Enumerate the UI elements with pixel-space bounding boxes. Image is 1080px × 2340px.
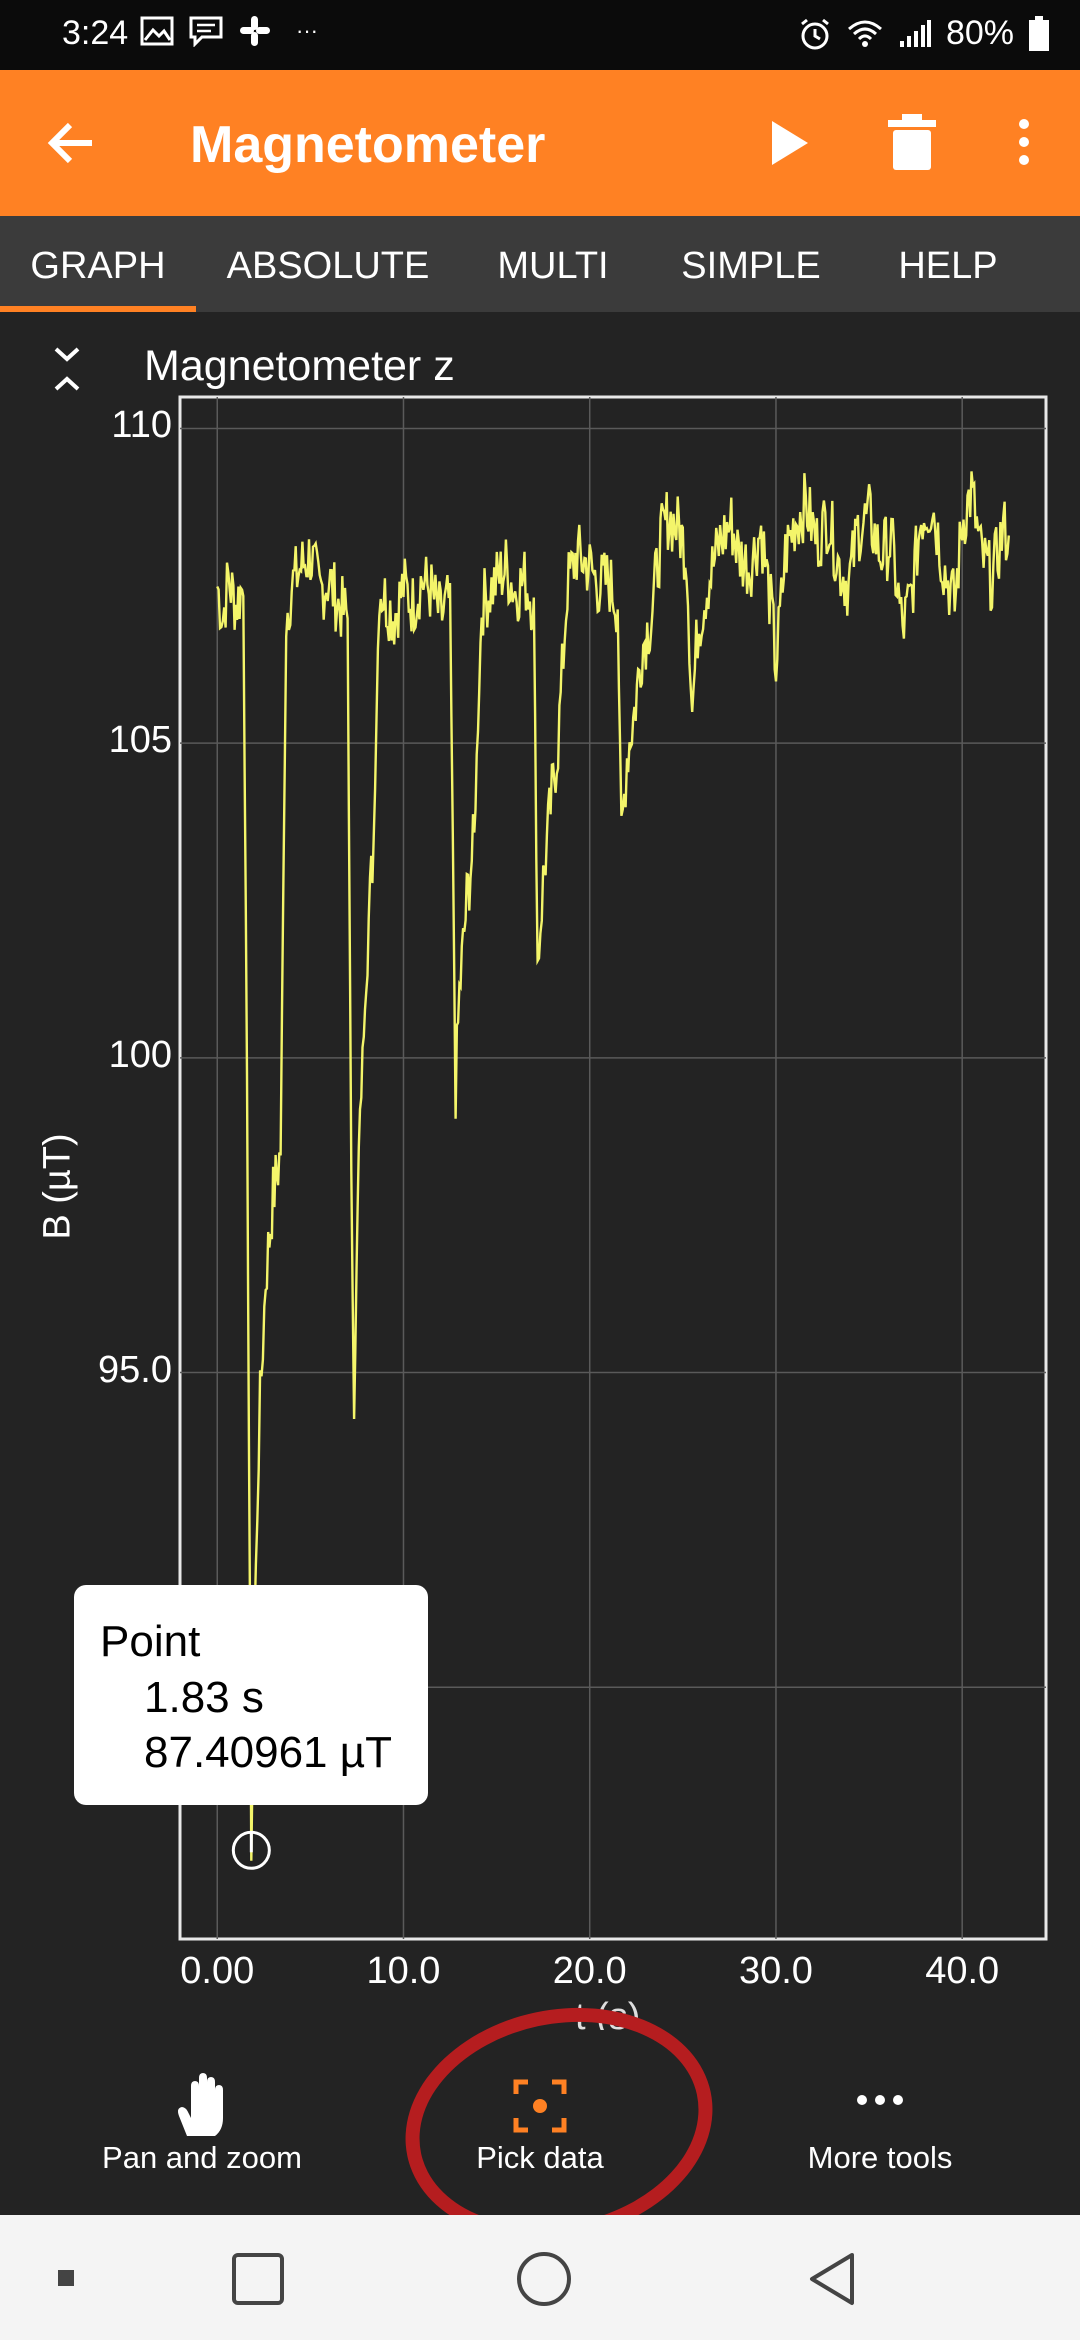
tooltip-time: 1.83 s [144, 1673, 264, 1722]
tab-help[interactable]: HELP [880, 216, 1016, 312]
tab-absolute[interactable]: ABSOLUTE [212, 216, 444, 312]
x-tick-label: 20.0 [552, 1950, 627, 1992]
pick-data-button[interactable]: Pick data [420, 2030, 660, 2215]
status-right-icons: 80% [798, 14, 1050, 53]
tab-label: GRAPH [30, 245, 166, 287]
status-bar: 3:24 ··· [0, 0, 1080, 70]
status-overflow: ··· [296, 18, 318, 43]
home-circle-icon[interactable] [514, 2249, 574, 2309]
battery-percent: 80% [945, 14, 1014, 52]
x-tick-label: 40.0 [925, 1950, 1000, 1992]
alarm-icon [801, 18, 829, 49]
data-series-line [216, 471, 1010, 1861]
y-tick-label: 110 [111, 404, 172, 447]
overview-square-icon[interactable] [230, 2251, 286, 2307]
wifi-icon [847, 20, 882, 47]
x-tick-label: 0.00 [180, 1950, 255, 1992]
y-axis-label: B (µT) [36, 1133, 79, 1240]
app-bar: Magnetometer [0, 70, 1080, 216]
battery-icon [1029, 15, 1049, 51]
x-tick-label: 30.0 [738, 1950, 813, 1992]
hand-icon [178, 2073, 223, 2136]
tab-label: MULTI [497, 245, 609, 287]
y-tick-label: 95.0 [98, 1348, 172, 1391]
plot-frame [178, 395, 1048, 1941]
tooltip-value: 87.40961 µT [144, 1728, 392, 1777]
collapse-icon[interactable] [50, 345, 84, 393]
y-tick-label: 100 [108, 1033, 172, 1076]
more-tools-button[interactable]: More tools [770, 2030, 990, 2215]
tool-label: Pan and zoom [102, 2140, 302, 2175]
x-tick-label: 10.0 [366, 1950, 441, 1992]
pick-data-icon [513, 2079, 567, 2133]
trash-icon[interactable] [880, 110, 944, 174]
back-arrow-icon[interactable] [42, 113, 102, 173]
tab-graph[interactable]: GRAPH [0, 216, 196, 312]
status-left-icons: ··· [140, 14, 318, 48]
more-vert-icon[interactable] [1000, 110, 1048, 174]
signal-icon [899, 19, 931, 47]
tooltip-heading: Point [100, 1617, 201, 1666]
tab-label: ABSOLUTE [226, 245, 430, 287]
message-icon [189, 16, 223, 47]
recents-dot-icon[interactable] [56, 2268, 76, 2288]
data-point-tooltip: Point 1.83 s 87.40961 µT [74, 1585, 428, 1805]
app-title: Magnetometer [190, 116, 546, 174]
tab-bar: GRAPH ABSOLUTE MULTI SIMPLE HELP [0, 216, 1080, 312]
tab-simple[interactable]: SIMPLE [664, 216, 838, 312]
slack-icon [240, 16, 270, 46]
gallery-icon [140, 16, 174, 46]
tool-label: Pick data [476, 2140, 604, 2175]
tab-multi[interactable]: MULTI [478, 216, 628, 312]
system-nav-bar [0, 2215, 1080, 2340]
graph-title: Magnetometer z [144, 342, 455, 390]
y-tick-label: 105 [108, 719, 172, 762]
more-horiz-icon [857, 2095, 903, 2105]
tab-label: SIMPLE [681, 245, 821, 287]
play-icon[interactable] [758, 113, 818, 173]
graph-tools-bar: Pan and zoom Pick data More tools [0, 2030, 1080, 2215]
pan-zoom-button[interactable]: Pan and zoom [80, 2030, 324, 2215]
status-time: 3:24 [62, 14, 129, 52]
back-triangle-icon[interactable] [804, 2251, 860, 2307]
tab-label: HELP [898, 245, 998, 287]
tool-label: More tools [807, 2140, 953, 2175]
